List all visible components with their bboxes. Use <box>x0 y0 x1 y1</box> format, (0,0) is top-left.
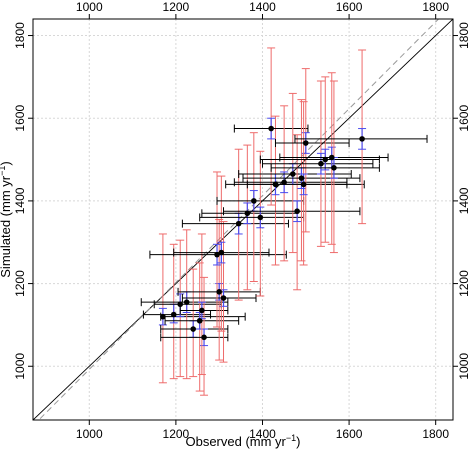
x-tick-label-top: 1800 <box>422 0 449 14</box>
y-tick-label-left: 1000 <box>13 353 27 380</box>
reference-lines <box>33 19 453 420</box>
x-tick-label-top: 1400 <box>249 0 276 14</box>
one-to-one-line <box>33 19 453 420</box>
regression-line <box>38 19 440 420</box>
error-bars <box>140 47 428 396</box>
x-axis-label: Observed (mm yr−1) <box>185 433 300 449</box>
axes: 1000 1000 1200 1200 1400 1400 1600 1600 1800 1800… <box>13 0 471 441</box>
y-tick-label-left: 1600 <box>13 105 27 132</box>
data-point <box>294 208 300 215</box>
x-tick-label-top: 1000 <box>76 0 103 14</box>
y-tick-label-right: 1000 <box>457 353 471 380</box>
x-tick-label-bottom: 1000 <box>76 427 103 441</box>
data-points <box>160 125 365 341</box>
x-tick-label-bottom: 1400 <box>249 427 276 441</box>
data-point <box>199 307 205 314</box>
data-point <box>190 326 197 332</box>
y-tick-label-right: 1400 <box>457 187 471 214</box>
data-point <box>177 301 184 308</box>
data-point <box>289 171 296 177</box>
x-tick-label-bottom: 1600 <box>336 427 363 441</box>
data-point <box>214 251 220 258</box>
data-point <box>268 125 274 132</box>
data-point <box>220 295 227 301</box>
x-tick-label-bottom: 1200 <box>163 427 190 441</box>
data-point <box>235 220 242 227</box>
data-point <box>160 313 166 320</box>
data-point <box>331 165 337 171</box>
y-axis-label: Simulated (mm yr−1) <box>0 161 13 277</box>
data-point <box>216 289 222 295</box>
data-point <box>300 181 307 188</box>
y-tick-label-right: 1200 <box>457 270 471 297</box>
data-point <box>183 299 190 305</box>
data-point <box>298 175 305 181</box>
data-point <box>196 317 203 324</box>
x-tick-label-top: 1200 <box>163 0 190 14</box>
x-tick-label-top: 1600 <box>336 0 363 14</box>
y-tick-label-right: 1600 <box>457 105 471 132</box>
data-point <box>244 210 251 217</box>
data-point <box>257 214 264 221</box>
data-point <box>281 179 287 186</box>
y-tick-label-left: 1200 <box>13 270 27 297</box>
data-point <box>318 160 324 167</box>
data-point <box>359 136 365 142</box>
plot-frame <box>32 18 454 421</box>
data-point <box>218 249 225 256</box>
grid-lines <box>33 19 453 420</box>
data-point <box>201 334 207 341</box>
y-tick-label-left: 1800 <box>13 22 27 49</box>
x-tick-label-bottom: 1800 <box>422 427 449 441</box>
data-point <box>170 311 177 318</box>
data-point <box>302 140 309 146</box>
y-tick-label-right: 1800 <box>457 22 471 49</box>
y-tick-label-left: 1400 <box>13 187 27 214</box>
data-point <box>272 181 279 188</box>
data-point <box>328 154 335 161</box>
data-point <box>322 156 329 163</box>
data-point <box>251 198 257 204</box>
